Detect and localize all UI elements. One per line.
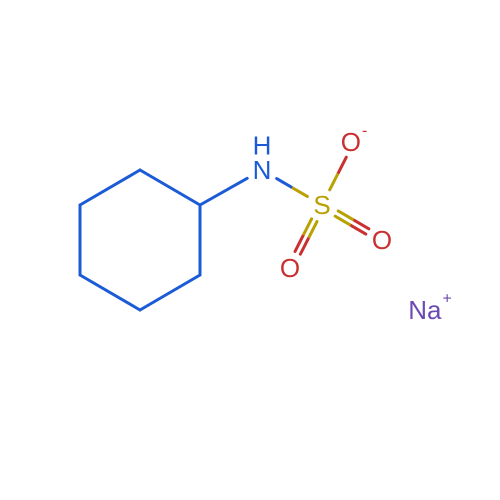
atom-label-o: O — [372, 225, 392, 255]
atom-hydrogen-label: H — [253, 130, 272, 160]
molecule-canvas: NHSOOO-Na+ — [0, 0, 500, 500]
bond — [200, 178, 247, 205]
bond — [140, 275, 200, 310]
bond — [277, 179, 308, 197]
bond — [140, 170, 200, 205]
atom-label-s: S — [313, 190, 330, 220]
atom-layer: NHSOOO-Na+ — [253, 122, 452, 325]
bond — [80, 275, 140, 310]
atom-label-o: O- — [341, 122, 368, 157]
bond — [80, 170, 140, 205]
bond-layer — [80, 157, 369, 310]
atom-label-na: Na+ — [408, 290, 452, 325]
bond — [330, 157, 347, 190]
atom-label-o: O — [280, 253, 300, 283]
